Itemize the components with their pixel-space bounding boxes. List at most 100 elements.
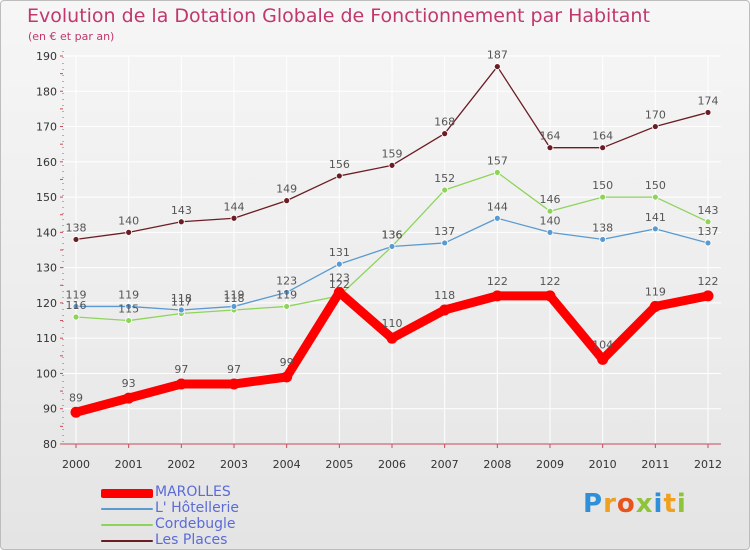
data-point-l-h-tellerie: [335, 260, 343, 268]
x-tick-label: 2011: [641, 458, 669, 471]
logo-letter: r: [603, 489, 617, 519]
data-point-l-h-tellerie: [599, 236, 607, 243]
data-point-les-places: [441, 130, 449, 138]
data-point-l-h-tellerie: [125, 303, 133, 310]
data-label-les-places: 187: [487, 49, 508, 62]
data-label-marolles: 104: [592, 338, 613, 351]
data-label-marolles: 110: [382, 317, 403, 330]
data-label-marolles: 97: [174, 363, 188, 376]
data-label-marolles: 119: [645, 285, 666, 298]
data-point-marolles: [70, 406, 82, 418]
data-label-l-h-tellerie: 119: [66, 288, 87, 301]
data-label-l-h-tellerie: 138: [592, 221, 613, 234]
data-label-l-h-tellerie: 137: [698, 225, 719, 238]
data-label-cordebugle: 150: [592, 179, 613, 192]
proxiti-logo: Proxiti: [583, 489, 687, 519]
data-point-cordebugle: [283, 303, 291, 310]
legend-swatch-les-places: [101, 540, 153, 542]
data-label-marolles: 122: [698, 275, 719, 288]
data-label-les-places: 156: [329, 158, 350, 171]
data-label-les-places: 164: [592, 130, 613, 143]
legend-label-hotellerie: L' Hôtellerie: [155, 500, 239, 516]
data-label-marolles: 97: [227, 363, 241, 376]
data-point-marolles: [702, 290, 714, 302]
data-label-marolles: 123: [329, 271, 350, 284]
data-point-cordebugle: [704, 218, 712, 226]
data-point-les-places: [599, 144, 607, 152]
data-point-les-places: [283, 197, 291, 205]
x-tick-label: 2012: [694, 458, 722, 471]
data-label-les-places: 138: [66, 221, 87, 234]
data-point-l-h-tellerie: [546, 228, 554, 236]
x-tick-label: 2003: [220, 458, 248, 471]
data-label-cordebugle: 115: [118, 303, 139, 316]
data-label-cordebugle: 119: [276, 288, 297, 301]
chart-subtitle: (en € et par an): [28, 30, 115, 43]
data-point-marolles: [123, 392, 135, 404]
data-label-les-places: 159: [382, 147, 403, 160]
data-point-marolles: [649, 300, 661, 312]
y-tick-label: 190: [36, 50, 57, 63]
x-tick-label: 2008: [483, 458, 511, 471]
data-point-marolles: [544, 290, 556, 302]
data-label-cordebugle: 117: [171, 295, 192, 308]
data-label-l-h-tellerie: 123: [276, 274, 297, 287]
y-tick-label: 80: [43, 438, 57, 451]
data-point-cordebugle: [493, 168, 501, 176]
data-point-l-h-tellerie: [493, 214, 501, 222]
data-label-les-places: 170: [645, 109, 666, 122]
data-label-cordebugle: 146: [540, 193, 561, 206]
legend-label-marolles: MAROLLES: [155, 484, 231, 500]
x-tick-label: 2000: [62, 458, 90, 471]
x-tick-label: 2009: [536, 458, 564, 471]
legend-swatch-hotellerie: [101, 508, 153, 510]
y-tick-label: 90: [43, 403, 57, 416]
data-label-les-places: 144: [224, 200, 245, 213]
data-point-marolles: [439, 304, 451, 316]
data-label-marolles: 93: [122, 377, 136, 390]
data-label-cordebugle: 136: [382, 228, 403, 241]
data-label-les-places: 149: [276, 183, 297, 196]
data-point-marolles: [386, 332, 398, 344]
logo-letter: x: [635, 489, 654, 519]
data-point-les-places: [651, 123, 659, 130]
y-axis-ticks: 80 90 100 110 120 130 140 150 160 170 180 190: [36, 50, 57, 451]
chart-title: Evolution de la Dotation Globale de Fonc…: [27, 5, 650, 27]
data-label-les-places: 164: [540, 130, 561, 143]
data-point-cordebugle: [441, 186, 449, 194]
data-label-l-h-tellerie: 140: [540, 214, 561, 227]
data-label-marolles: 122: [487, 275, 508, 288]
data-point-marolles: [228, 378, 240, 390]
data-point-marolles: [175, 378, 187, 390]
data-point-les-places: [230, 214, 238, 222]
data-label-cordebugle: 118: [224, 292, 245, 305]
data-label-l-h-tellerie: 118: [171, 292, 192, 305]
legend-label-cordebugle: Cordebugle: [155, 516, 236, 532]
logo-letter: P: [583, 489, 604, 519]
data-label-cordebugle: 116: [66, 299, 87, 312]
data-label-l-h-tellerie: 144: [487, 200, 508, 213]
data-label-cordebugle: 152: [434, 172, 455, 185]
data-point-les-places: [388, 161, 396, 169]
x-tick-label: 2001: [115, 458, 143, 471]
data-labels-layer: 138 140 143 144 149 156 159 168 187 164 164 170 174 1…: [66, 49, 719, 405]
data-label-l-h-tellerie: 131: [329, 246, 350, 259]
legend-label-les-places: Les Places: [155, 532, 228, 548]
y-tick-label: 170: [36, 121, 57, 134]
logo-letter: i: [653, 489, 664, 519]
data-point-les-places: [72, 236, 80, 243]
y-tick-label: 160: [36, 156, 57, 169]
y-tick-label: 120: [36, 297, 57, 310]
data-point-l-h-tellerie: [388, 243, 396, 250]
data-label-l-h-tellerie: 136: [382, 228, 403, 241]
data-label-marolles: 122: [540, 275, 561, 288]
data-label-marolles: 99: [280, 356, 294, 369]
data-point-l-h-tellerie: [704, 239, 712, 247]
data-point-marolles: [281, 371, 293, 383]
data-label-marolles: 89: [69, 391, 83, 404]
y-tick-label: 150: [36, 191, 57, 204]
x-tick-label: 2002: [167, 458, 195, 471]
data-point-les-places: [335, 172, 343, 180]
